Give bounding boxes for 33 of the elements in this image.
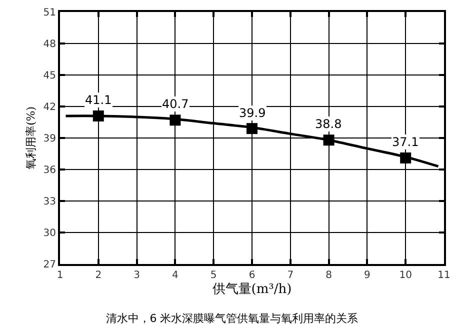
x-tick-label: 6 bbox=[248, 270, 256, 281]
y-tick-label: 30 bbox=[43, 228, 56, 239]
x-tick-label: 11 bbox=[438, 270, 450, 281]
x-tick-label: 4 bbox=[172, 270, 178, 281]
data-label: 40.7 bbox=[162, 97, 189, 111]
point bbox=[170, 114, 181, 126]
x-tick-label: 3 bbox=[134, 270, 140, 281]
point bbox=[246, 123, 258, 134]
y-tick-label: 27 bbox=[43, 260, 56, 270]
y-tick-label: 48 bbox=[43, 39, 56, 50]
x-tick-label: 8 bbox=[326, 270, 332, 281]
point bbox=[400, 152, 412, 164]
x-tick-label: 9 bbox=[364, 270, 370, 281]
point bbox=[323, 134, 334, 146]
data-label: 37.1 bbox=[392, 135, 419, 149]
data-label: 41.1 bbox=[85, 93, 112, 107]
y-tick-label: 51 bbox=[43, 8, 56, 18]
x-tick-label: 10 bbox=[399, 270, 412, 281]
text: 清水中，6 米水深膜曝气管供氧量与氧利用率的关系 bbox=[106, 312, 358, 326]
y-tick-label: 33 bbox=[43, 196, 56, 208]
x-tick-label: 5 bbox=[210, 270, 217, 281]
x-tick-label: 7 bbox=[287, 270, 294, 281]
point bbox=[92, 110, 104, 122]
data-label: 38.8 bbox=[315, 117, 342, 131]
x-tick-label: 2 bbox=[95, 270, 102, 281]
x-axis-title: 供气量(m³/h) bbox=[212, 282, 292, 298]
y-tick-label: 45 bbox=[43, 70, 56, 82]
y-tick-label: 42 bbox=[43, 102, 56, 113]
y-axis-title: 氧利用率(%) bbox=[24, 106, 38, 170]
y-tick-label: 39 bbox=[43, 134, 56, 144]
x-tick-label: 1 bbox=[56, 270, 64, 281]
data-label: 39.9 bbox=[239, 106, 266, 120]
y-tick-label: 36 bbox=[43, 165, 56, 176]
